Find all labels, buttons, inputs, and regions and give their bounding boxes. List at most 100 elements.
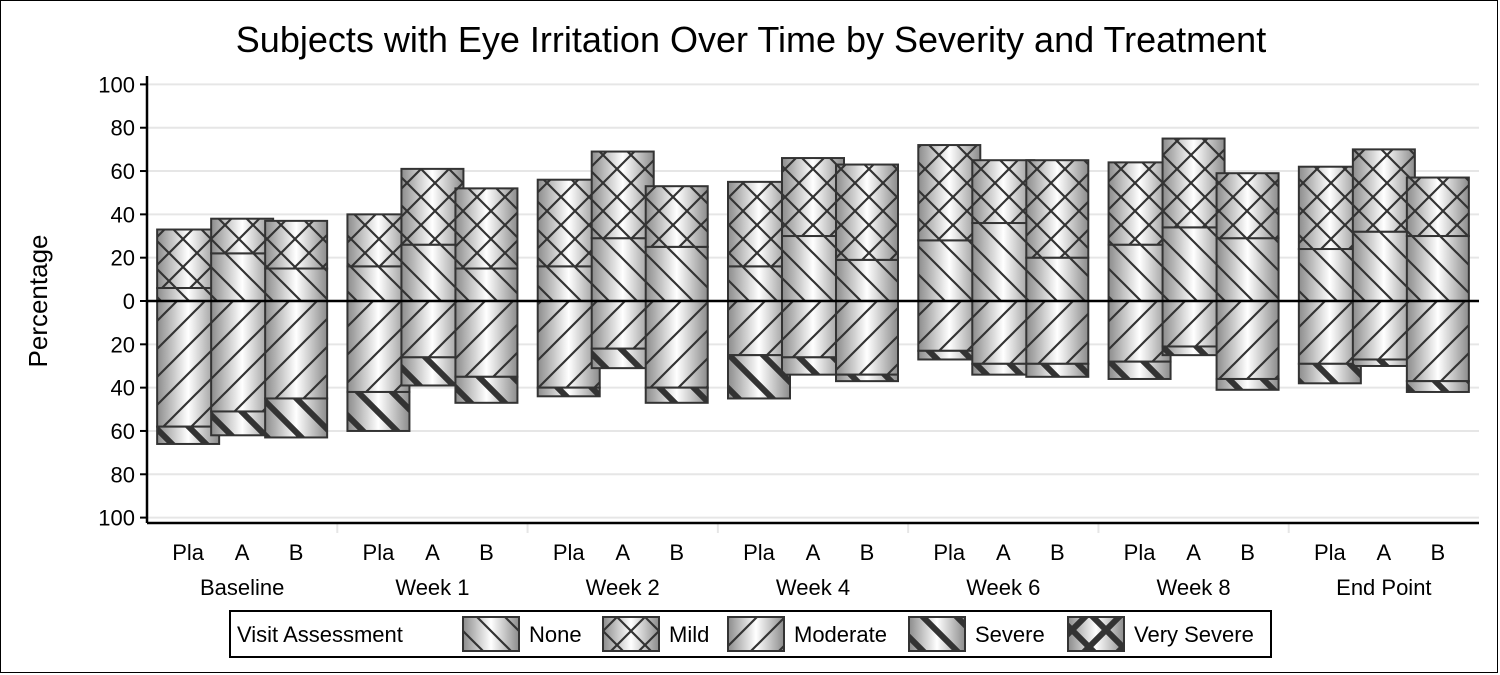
bar-segment-none bbox=[400, 243, 465, 303]
bar-segment-none bbox=[781, 235, 845, 303]
y-tick-label: 80 bbox=[111, 116, 135, 141]
bar-segment-severe bbox=[1215, 377, 1280, 391]
bar-segment-none bbox=[454, 267, 519, 303]
visit-tick-label: Week 1 bbox=[395, 575, 469, 600]
bar-segment-moderate bbox=[1297, 300, 1362, 365]
legend-label: None bbox=[529, 622, 582, 647]
y-tick-label: 100 bbox=[98, 506, 135, 531]
bar-segment-none bbox=[1161, 226, 1226, 302]
legend-label: Severe bbox=[975, 622, 1045, 647]
treatment-tick-label: Pla bbox=[1124, 540, 1157, 565]
y-tick-label: 0 bbox=[123, 289, 135, 314]
treatment-tick-label: B bbox=[1240, 540, 1255, 565]
bar-segment-moderate bbox=[264, 300, 329, 400]
bar-segment-severe bbox=[1297, 362, 1362, 385]
bar-segment-none bbox=[1351, 230, 1416, 302]
bar-segment-severe bbox=[536, 386, 601, 398]
visit-tick-label: Week 6 bbox=[966, 575, 1040, 600]
visit-tick-label: Baseline bbox=[200, 575, 284, 600]
y-tick-label: 20 bbox=[111, 246, 135, 271]
legend-entry-very-severe: Very Severe bbox=[1067, 616, 1254, 652]
treatment-tick-label: Pla bbox=[172, 540, 205, 565]
bar-segment-moderate bbox=[346, 300, 411, 393]
bar-segment-moderate bbox=[644, 300, 709, 389]
bar-segment-mild bbox=[727, 180, 791, 268]
bar-segment-mild bbox=[1025, 159, 1090, 259]
bar-segment-moderate bbox=[536, 300, 601, 389]
bar-segment-severe bbox=[210, 410, 275, 437]
bar-segment-mild bbox=[1215, 172, 1280, 240]
bar-segment-moderate bbox=[835, 300, 899, 376]
bar-segment-moderate bbox=[1405, 300, 1470, 383]
bar-segment-none bbox=[1025, 256, 1090, 302]
y-tick-label: 60 bbox=[111, 159, 135, 184]
bar-segment-mild bbox=[264, 219, 329, 270]
bar-segment-mild bbox=[1405, 176, 1470, 238]
bar-segment-none bbox=[536, 265, 601, 302]
treatment-tick-label: A bbox=[615, 540, 630, 565]
bar-segment-mild bbox=[917, 144, 982, 242]
bar-segment-none bbox=[1107, 243, 1172, 303]
bar-segment-mild bbox=[1297, 165, 1362, 251]
bars-layer bbox=[156, 137, 1470, 445]
visit-tick-label: Week 8 bbox=[1156, 575, 1230, 600]
legend-entry-none: None bbox=[462, 616, 582, 652]
legend-entry-severe: Severe bbox=[908, 616, 1045, 652]
bar-segment-mild bbox=[1107, 161, 1172, 246]
legend-entry-moderate: Moderate bbox=[727, 616, 887, 652]
y-tick-label: 40 bbox=[111, 376, 135, 401]
y-tick-label: 100 bbox=[98, 72, 135, 97]
treatment-tick-label: A bbox=[996, 540, 1011, 565]
bar-segment-moderate bbox=[156, 300, 221, 428]
treatment-tick-label: A bbox=[235, 540, 250, 565]
bar-segment-mild bbox=[156, 228, 221, 290]
bar-segment-moderate bbox=[590, 300, 655, 350]
bar-segment-none bbox=[835, 258, 899, 303]
bar-segment-mild bbox=[644, 185, 709, 248]
bar-segment-severe bbox=[400, 356, 465, 387]
legend-swatch bbox=[1067, 616, 1125, 652]
bar-segment-severe bbox=[264, 397, 329, 439]
bar-segment-mild bbox=[400, 167, 465, 246]
bar-segment-severe bbox=[971, 362, 1036, 376]
legend-title: Visit Assessment bbox=[237, 622, 403, 647]
bar-segment-moderate bbox=[454, 300, 519, 378]
bar-segment-severe bbox=[156, 425, 221, 445]
bar-segment-mild bbox=[454, 187, 519, 270]
legend-label: Mild bbox=[669, 622, 709, 647]
legend-label: Very Severe bbox=[1134, 622, 1254, 647]
bar-segment-severe bbox=[917, 349, 982, 361]
y-tick-label: 40 bbox=[111, 202, 135, 227]
legend-swatch bbox=[462, 616, 520, 652]
chart-title: Subjects with Eye Irritation Over Time b… bbox=[235, 19, 1267, 60]
legend-swatch bbox=[602, 616, 660, 652]
bar-segment-none bbox=[346, 265, 411, 302]
bar-segment-severe bbox=[590, 347, 655, 370]
bar-segment-none bbox=[590, 237, 655, 303]
bar-segment-moderate bbox=[400, 300, 465, 359]
legend-label: Moderate bbox=[794, 622, 887, 647]
treatment-tick-label: Pla bbox=[553, 540, 586, 565]
treatment-tick-label: B bbox=[860, 540, 875, 565]
bar-segment-none bbox=[917, 239, 982, 303]
treatment-tick-label: A bbox=[1377, 540, 1392, 565]
visit-tick-label: Week 4 bbox=[776, 575, 850, 600]
bar-segment-none bbox=[1215, 237, 1280, 303]
treatment-tick-label: B bbox=[1050, 540, 1065, 565]
bar-segment-severe bbox=[727, 354, 791, 400]
bar-segment-none bbox=[1297, 248, 1362, 303]
bar-segment-moderate bbox=[727, 300, 791, 357]
bar-segment-none bbox=[156, 287, 221, 302]
bar-segment-moderate bbox=[1215, 300, 1280, 380]
bar-segment-moderate bbox=[917, 300, 982, 352]
treatment-tick-label: Pla bbox=[1314, 540, 1347, 565]
visit-tick-label: End Point bbox=[1336, 575, 1431, 600]
treatment-tick-label: B bbox=[1431, 540, 1446, 565]
bar-segment-moderate bbox=[210, 300, 275, 413]
treatment-tick-label: Pla bbox=[363, 540, 396, 565]
bar-segment-severe bbox=[1405, 380, 1470, 393]
bar-segment-mild bbox=[1351, 148, 1416, 233]
legend-swatch bbox=[908, 616, 966, 652]
